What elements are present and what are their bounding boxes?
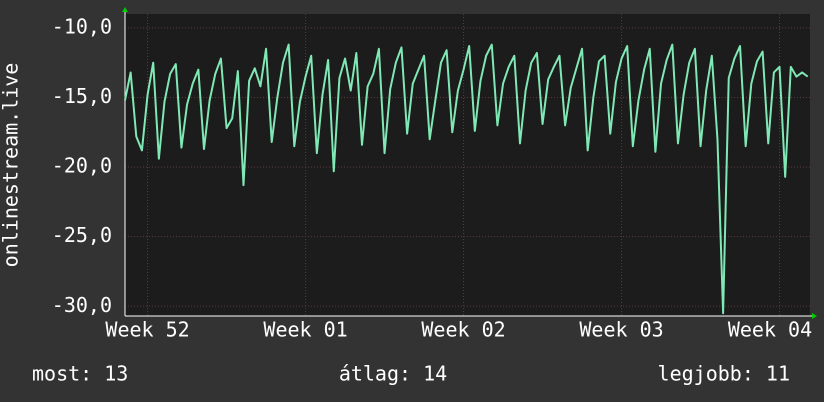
x-tick-label: Week 03 <box>579 318 663 342</box>
y-tick-label: -10,0 <box>52 14 112 38</box>
x-arrow <box>812 313 817 319</box>
x-tick-label: Week 04 <box>728 318 812 342</box>
y-axis-label: onlinestream.live <box>0 63 23 268</box>
stat-average: átlag: 14 <box>339 362 447 386</box>
data-line <box>124 43 809 315</box>
stat-current: most: 13 <box>32 362 128 386</box>
y-tick-label: -20,0 <box>52 154 112 178</box>
x-tick-label: Week 02 <box>421 318 505 342</box>
y-tick-label: -15,0 <box>52 84 112 108</box>
plot-area <box>125 14 810 316</box>
stat-best: legjobb: 11 <box>658 362 790 386</box>
y-tick-label: -25,0 <box>52 223 112 247</box>
y-tick-label: -30,0 <box>52 293 112 317</box>
x-tick-label: Week 01 <box>263 318 347 342</box>
x-tick-label: Week 52 <box>105 318 189 342</box>
y-arrow <box>122 7 128 12</box>
